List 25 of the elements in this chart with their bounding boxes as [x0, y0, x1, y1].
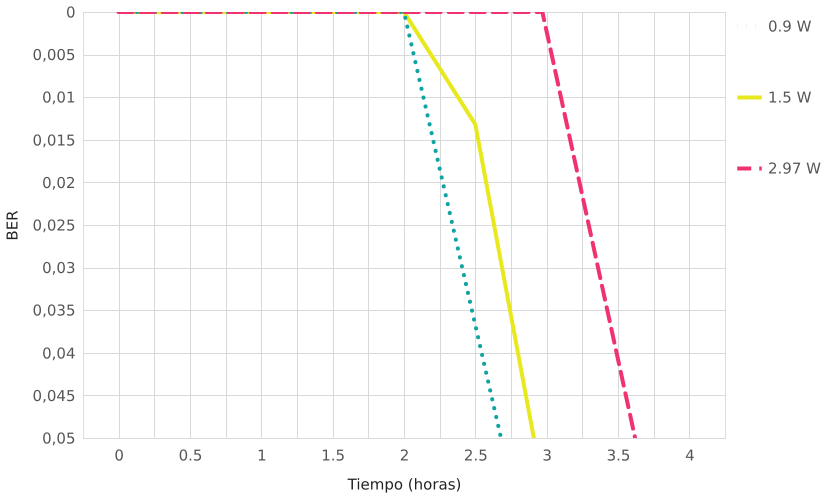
x-tick-label: 0.5 [178, 446, 202, 464]
y-tick-label: 0,025 [32, 216, 76, 234]
y-tick-label: 0,02 [42, 174, 76, 192]
y-tick-label: 0,04 [42, 344, 76, 362]
x-tick-label: 2 [400, 446, 410, 464]
y-axis-title: BER [4, 210, 22, 241]
y-tick-label: 0,05 [42, 430, 76, 448]
x-tick-label: 3 [542, 446, 552, 464]
x-tick-label: 4 [685, 446, 695, 464]
y-tick-label: 0,03 [42, 259, 76, 278]
y-tick-label: 0 [66, 4, 76, 22]
x-tick-label: 1 [257, 446, 267, 464]
y-tick-label: 0,015 [32, 131, 76, 150]
x-tick-label: 2.5 [464, 446, 488, 464]
x-axis-title: Tiempo (horas) [346, 476, 462, 494]
y-tick-label: 0,005 [32, 46, 76, 64]
x-tick-label: 0 [114, 446, 124, 464]
legend-label: 2.97 W [768, 160, 822, 178]
y-tick-label: 0,01 [42, 88, 76, 107]
x-tick-label: 1.5 [321, 446, 346, 464]
legend-label: 0.9 W [768, 18, 812, 36]
y-tick-label: 0,045 [32, 386, 76, 405]
x-tick-label: 3.5 [606, 446, 630, 464]
y-tick-label: 0,035 [32, 302, 76, 320]
legend-label: 1.5 W [768, 88, 812, 106]
